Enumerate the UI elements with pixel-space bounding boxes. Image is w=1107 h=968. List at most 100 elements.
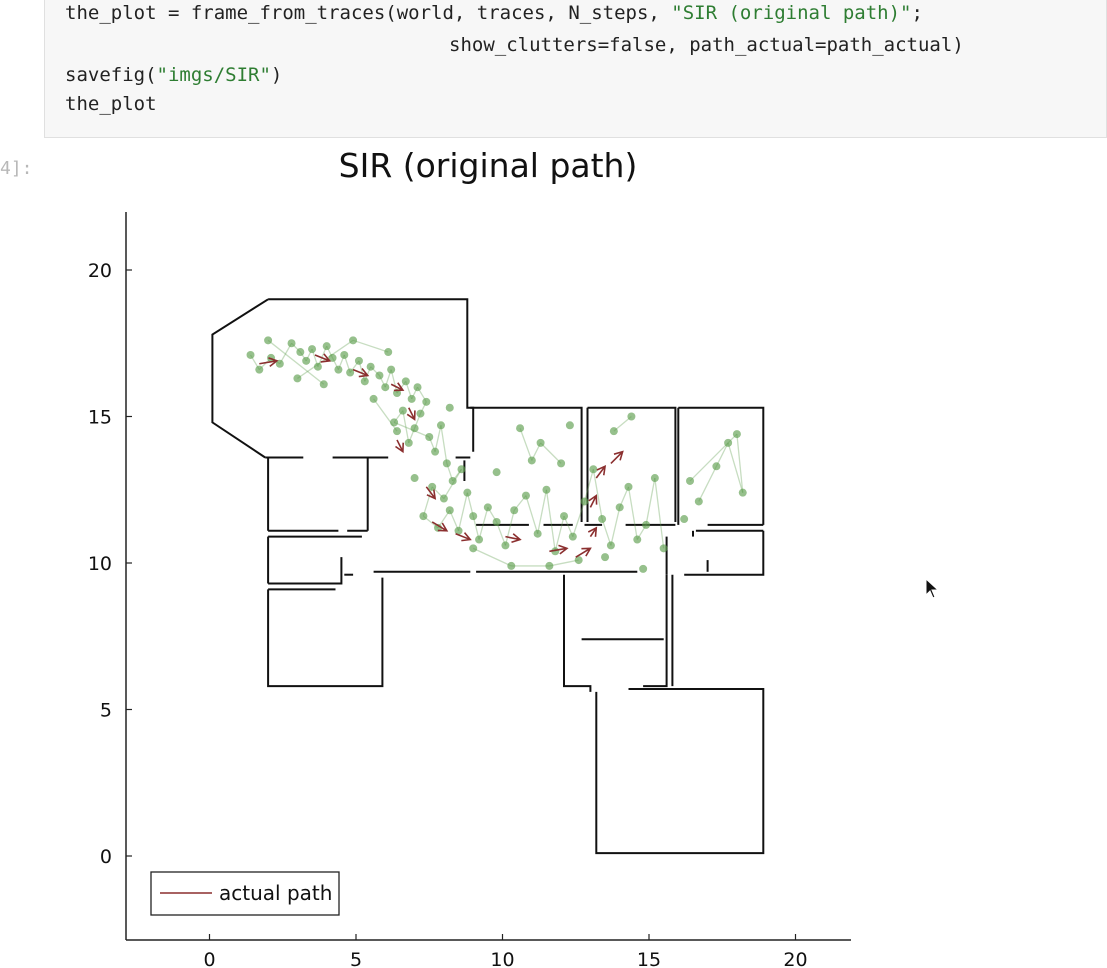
- particle-point: [334, 365, 343, 374]
- x-tick-label: 0: [203, 949, 215, 968]
- particle-point: [510, 506, 519, 515]
- particle-edge: [601, 518, 612, 546]
- particle-point: [439, 494, 448, 503]
- code-line: show_clutters=false, path_actual=path_ac…: [449, 34, 964, 56]
- particle-point: [328, 353, 337, 362]
- particle-point: [296, 348, 305, 357]
- particle-point: [246, 350, 255, 359]
- particle-point: [401, 377, 410, 386]
- particle-point: [598, 515, 607, 524]
- particle-point: [686, 476, 695, 485]
- particle-edge: [472, 547, 512, 567]
- particle-point: [413, 383, 422, 392]
- particle-edge: [352, 339, 389, 353]
- wall-segment: [595, 688, 765, 855]
- particle-point: [369, 394, 378, 403]
- particle-point: [419, 512, 428, 521]
- wall-segment: [643, 574, 668, 688]
- particle-point: [410, 424, 419, 433]
- wall-segment: [587, 406, 677, 522]
- particle-edge: [472, 515, 480, 540]
- y-tick-label: 5: [100, 700, 112, 722]
- path-arrow: [406, 407, 416, 421]
- particle-point: [340, 350, 349, 359]
- code-cell[interactable]: the_plot = frame_from_traces(world, trac…: [44, 0, 1107, 138]
- particle-point: [475, 535, 484, 544]
- particle-edge: [537, 489, 548, 534]
- wall-segment: [684, 530, 765, 576]
- particle-point: [313, 362, 322, 371]
- wall-segment: [678, 406, 765, 525]
- path-arrow: [595, 464, 607, 479]
- particle-point: [425, 433, 434, 442]
- wall-segment: [211, 298, 269, 459]
- path-arrow: [588, 494, 598, 508]
- particle-point: [533, 529, 542, 538]
- path-arrow: [610, 450, 624, 464]
- path-arrow: [395, 439, 405, 454]
- particle-point: [448, 476, 457, 485]
- particle-point: [601, 553, 610, 562]
- path-arrow: [425, 486, 437, 500]
- particle-point: [322, 342, 331, 351]
- particle-edge: [583, 469, 594, 502]
- particle-point: [469, 544, 478, 553]
- particle-edge: [727, 442, 744, 493]
- particle-edge: [402, 410, 410, 443]
- particle-point: [416, 409, 425, 418]
- legend: actual path: [150, 871, 340, 916]
- particle-point: [606, 541, 615, 550]
- particle-point: [545, 561, 554, 570]
- y-tick-label: 20: [88, 260, 112, 282]
- particle-point: [609, 427, 618, 436]
- particle-edge: [434, 425, 442, 452]
- ticks-layer: 0 5 10 15 20 0 5 10 15 20: [88, 260, 808, 968]
- path-arrow: [455, 532, 472, 542]
- path-arrow: [259, 357, 279, 368]
- path-arrow: [390, 382, 405, 392]
- particle-point: [445, 506, 454, 515]
- particle-point: [724, 438, 733, 447]
- path-arrow: [314, 353, 332, 363]
- chart-title: SIR (original path): [339, 146, 638, 185]
- particle-point: [319, 380, 328, 389]
- y-tick-label: 0: [100, 846, 112, 868]
- particle-edges-layer: [249, 339, 744, 567]
- particle-point: [501, 541, 510, 550]
- particle-edge: [545, 489, 556, 552]
- particle-edge: [496, 521, 507, 546]
- mouse-cursor-icon: [925, 578, 940, 599]
- particle-point: [264, 336, 273, 345]
- particle-point: [302, 356, 311, 365]
- particle-point: [431, 447, 440, 456]
- particle-point: [574, 556, 583, 565]
- particle-point: [308, 345, 317, 354]
- particle-point: [354, 356, 363, 365]
- particle-point: [293, 374, 302, 383]
- particle-point: [639, 564, 648, 573]
- particle-edge: [592, 469, 603, 520]
- particle-point: [642, 520, 651, 529]
- code-line: the_plot = frame_from_traces(world, trac…: [65, 2, 923, 24]
- legend-label: actual path: [219, 881, 332, 905]
- particle-point: [568, 532, 577, 541]
- particle-edge: [457, 492, 468, 531]
- particle-point: [287, 339, 296, 348]
- particle-point: [536, 438, 545, 447]
- wall-segment: [470, 406, 583, 522]
- particle-edge: [654, 477, 665, 549]
- particle-point: [615, 503, 624, 512]
- particle-point: [360, 377, 369, 386]
- particle-point: [624, 482, 633, 491]
- particle-point: [428, 482, 437, 491]
- particle-point: [436, 421, 445, 430]
- particle-point: [516, 424, 525, 433]
- particle-edge: [478, 507, 489, 540]
- y-tick-label: 10: [88, 553, 112, 575]
- particle-point: [381, 383, 390, 392]
- code-line: the_plot: [65, 93, 157, 115]
- x-tick-label: 20: [783, 949, 807, 968]
- particle-point: [659, 544, 668, 553]
- particle-point: [445, 403, 454, 412]
- particle-point: [366, 362, 375, 371]
